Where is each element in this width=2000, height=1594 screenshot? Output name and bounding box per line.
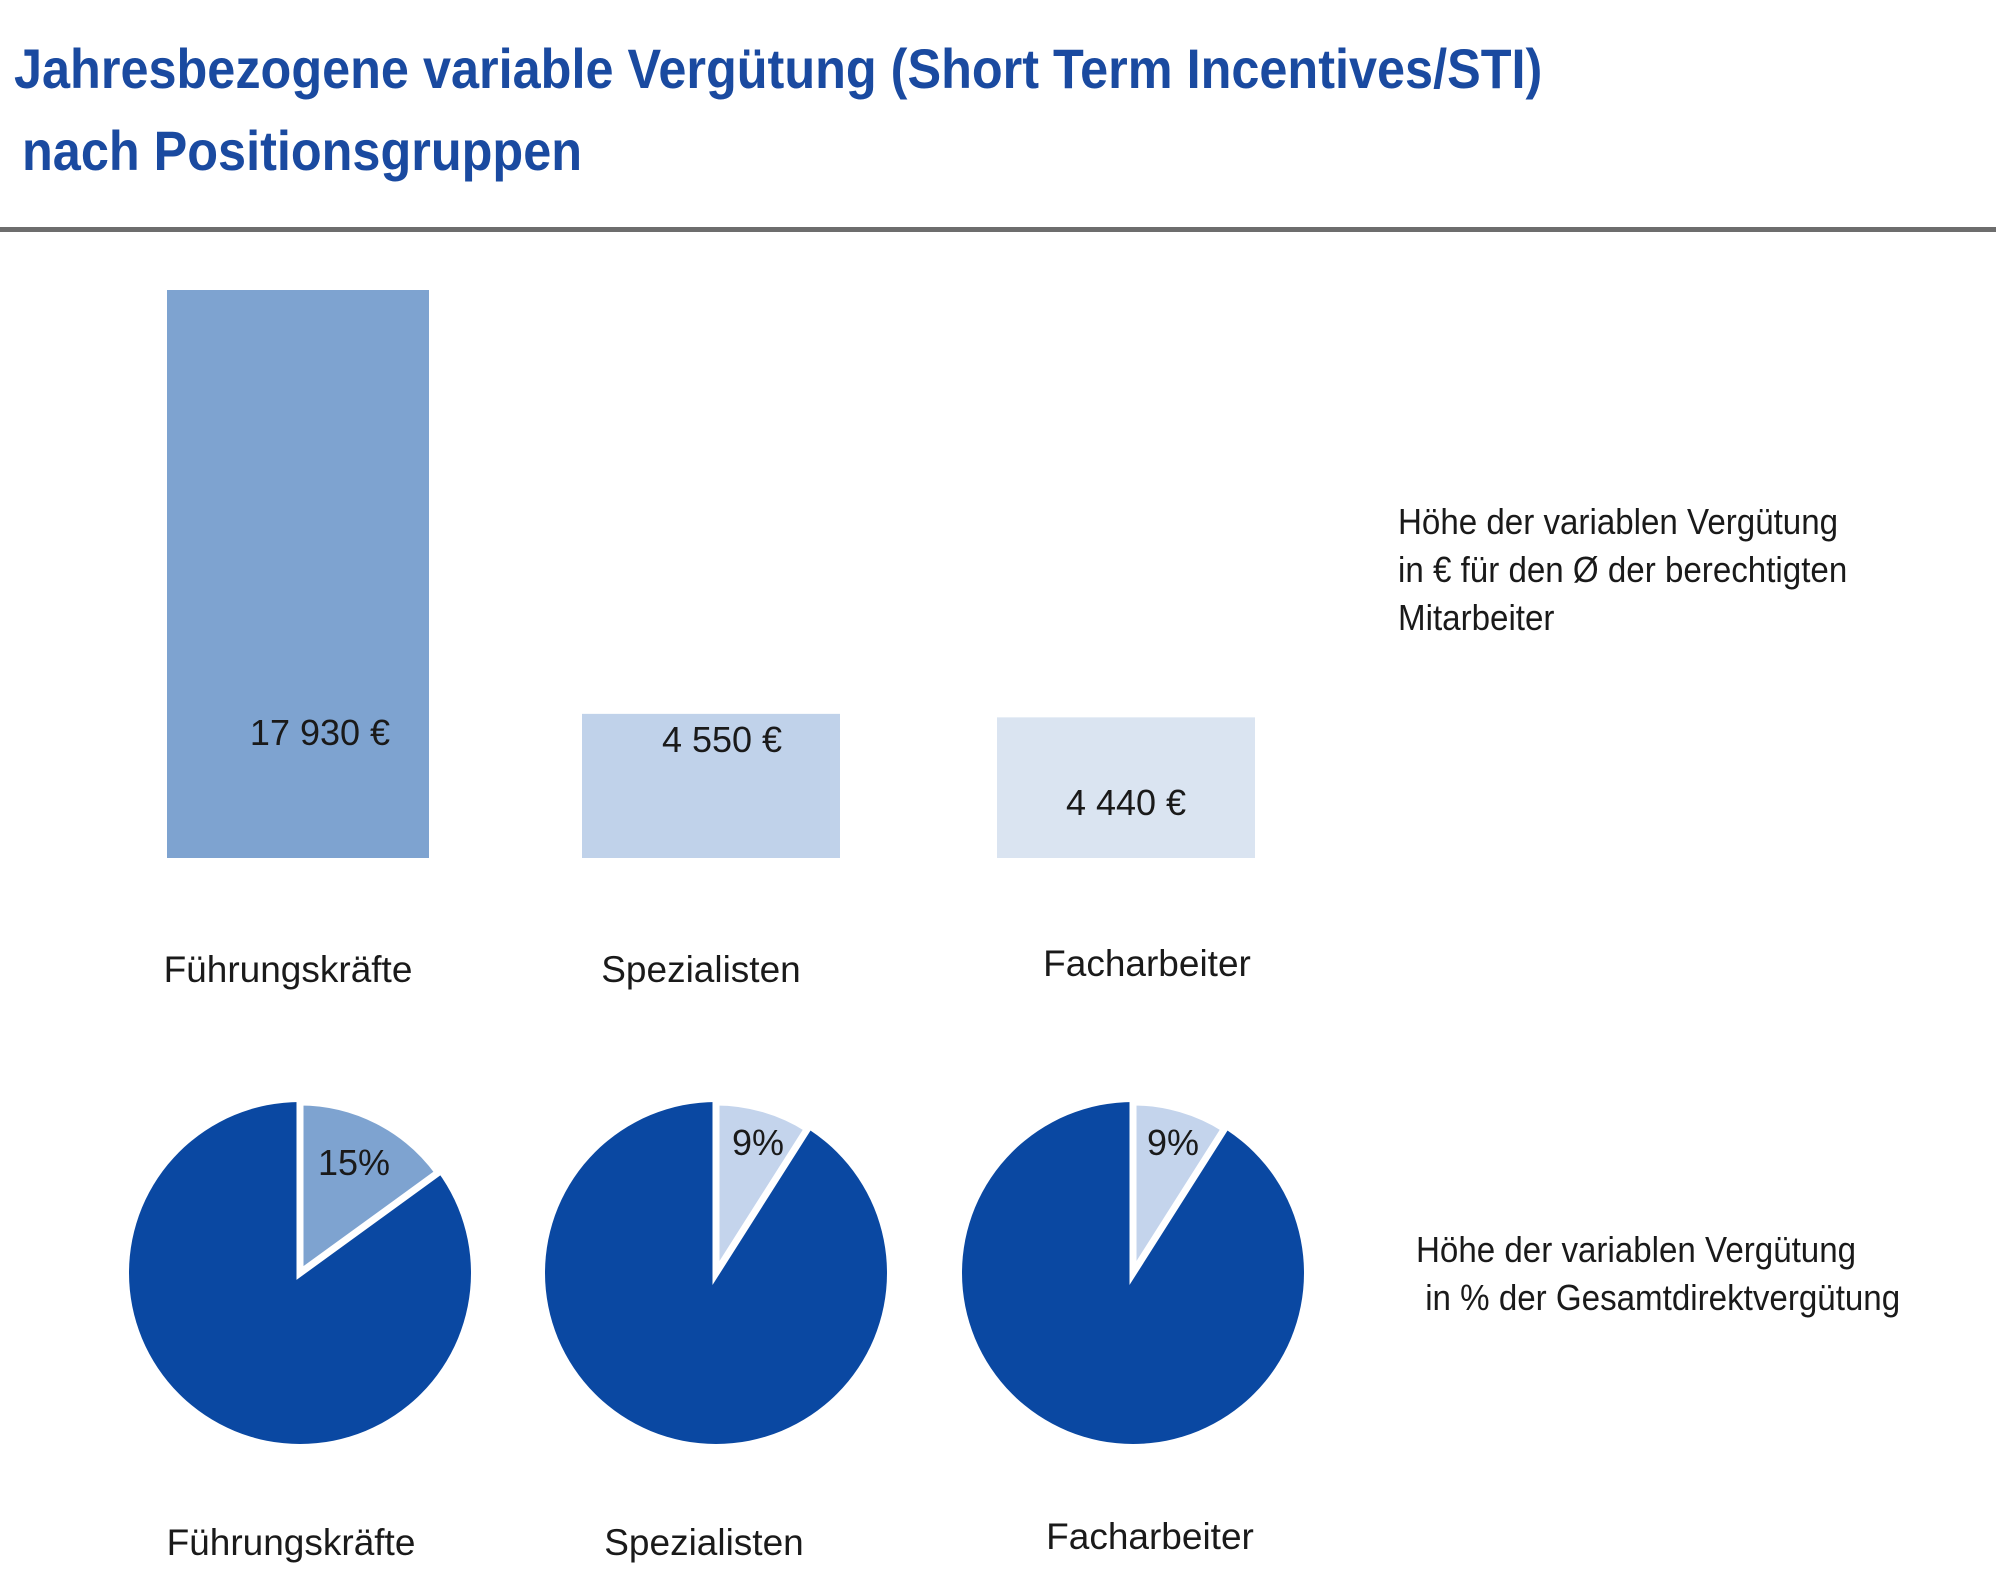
- pie-category-label-1: Führungskräfte: [167, 1522, 416, 1563]
- bar-note-line-1: Höhe der variablen Vergütung: [1398, 501, 1839, 542]
- bar-note-line-2: in € für den Ø der berechtigten: [1398, 549, 1848, 590]
- bar-1: [167, 290, 429, 858]
- pie-category-label-3: Facharbeiter: [1046, 1516, 1254, 1557]
- pie-slice-3: [1129, 1098, 1230, 1286]
- bar-category-label-1: Führungskräfte: [164, 949, 413, 990]
- bar-note-line-3: Mitarbeiter: [1398, 597, 1555, 638]
- bar-value-label-1: 17 930 €: [250, 712, 390, 753]
- pie-slice-1: [296, 1098, 444, 1280]
- pie-note-line-2: in % der Gesamtdirektvergütung: [1425, 1277, 1901, 1318]
- pie-category-label-2: Spezialisten: [604, 1522, 804, 1563]
- bar-chart-note: Höhe der variablen Vergütung in € für de…: [1398, 498, 1847, 642]
- bar-2: [582, 713, 840, 858]
- pie-value-label-1: 15%: [318, 1142, 390, 1183]
- bar-value-label-2: 4 550 €: [662, 719, 782, 760]
- chart-title-line-2: nach Positionsgruppen: [22, 119, 583, 182]
- chart-title-line-1: Jahresbezogene variable Vergütung (Short…: [14, 37, 1543, 100]
- pie-chart-note: Höhe der variablen Vergütung in % der Ge…: [1416, 1226, 1900, 1322]
- title-divider: [0, 227, 1996, 232]
- pie-slice-2: [712, 1098, 813, 1286]
- bar-3: [997, 717, 1255, 858]
- bar-category-label-3: Facharbeiter: [1043, 943, 1251, 984]
- bar-category-label-2: Spezialisten: [601, 949, 801, 990]
- pie-value-label-2: 9%: [732, 1122, 784, 1163]
- bar-value-label-3: 4 440 €: [1066, 782, 1186, 823]
- pie-value-label-3: 9%: [1147, 1122, 1199, 1163]
- pie-note-line-1: Höhe der variablen Vergütung: [1416, 1229, 1857, 1270]
